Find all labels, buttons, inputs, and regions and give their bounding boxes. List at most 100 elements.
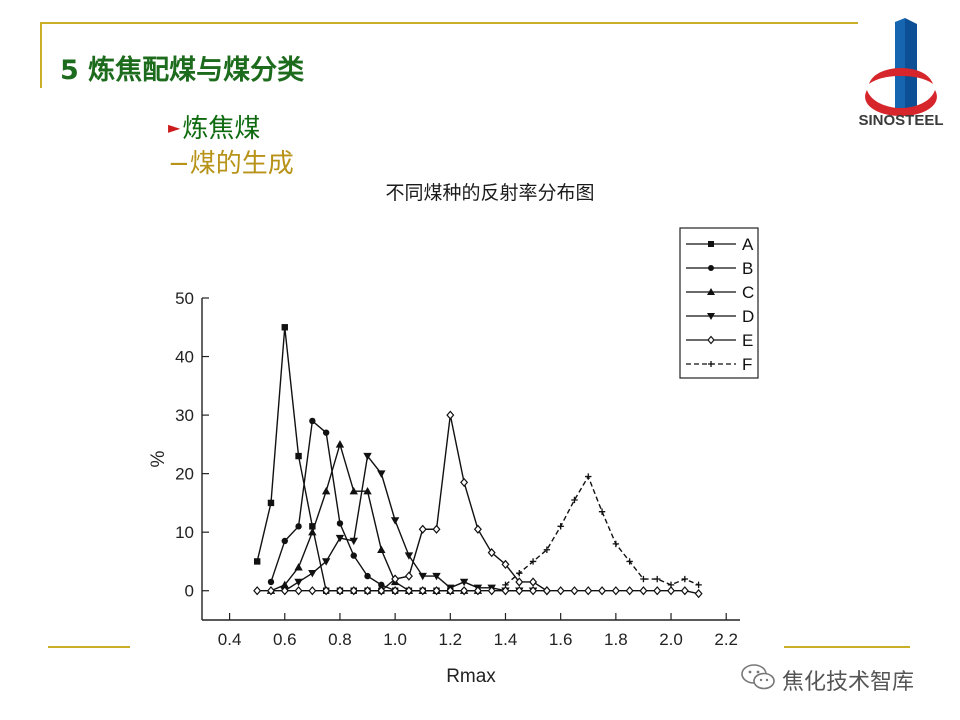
series-point-baseline <box>598 586 607 596</box>
slide-title: 5 炼焦配煤与煤分类 <box>60 55 305 86</box>
series-point-f <box>529 558 537 565</box>
series-point-d <box>294 578 303 587</box>
series-point-c <box>280 580 289 589</box>
series-point-b <box>322 429 330 436</box>
series-point-f <box>557 523 564 530</box>
series-line-a <box>256 327 451 592</box>
legend-marker-d <box>707 313 715 320</box>
series-point-baseline <box>639 586 648 596</box>
series-point-d <box>363 452 372 461</box>
left-gold-rule <box>40 22 42 88</box>
sinosteel-logo <box>865 18 937 116</box>
series-point-a <box>281 324 288 331</box>
bottom-left-gold-rule <box>48 646 130 648</box>
series-point-b <box>336 520 344 527</box>
series-point-d <box>390 517 400 525</box>
series-point-b <box>295 523 302 530</box>
series-point-baseline <box>391 586 400 596</box>
series-point-d <box>459 578 469 587</box>
series-point-baseline <box>570 586 579 596</box>
x-tick-label: 1.4 <box>494 630 518 649</box>
series-point-baseline <box>556 586 565 596</box>
legend-label-c: C <box>742 283 754 302</box>
series-point-f <box>681 575 689 583</box>
logo-text: SINOSTEEL <box>858 112 944 129</box>
series-point-c <box>294 563 303 571</box>
x-tick-label: 0.6 <box>273 630 297 649</box>
series-point-a <box>267 499 275 507</box>
series-point-f <box>598 508 606 515</box>
series-point-baseline <box>308 586 317 596</box>
y-tick-label: 40 <box>175 348 194 367</box>
legend-marker-c <box>707 288 715 295</box>
series-point-d <box>432 572 441 581</box>
series-point-baseline <box>404 586 413 596</box>
series-point-baseline <box>611 586 620 596</box>
legend-marker-b <box>708 265 714 271</box>
series-point-f <box>585 473 592 480</box>
series-point-baseline <box>501 586 510 596</box>
x-tick-label: 1.2 <box>438 630 462 649</box>
series-point-baseline <box>473 586 482 596</box>
series-point-d <box>321 558 331 566</box>
series-point-e <box>432 524 441 534</box>
series-point-f <box>640 575 647 583</box>
wechat-icon <box>741 664 775 690</box>
series-point-e <box>501 559 510 569</box>
series-point-c <box>349 487 358 495</box>
series-point-d <box>349 537 358 546</box>
series-point-d <box>404 552 414 560</box>
series-point-baseline <box>515 586 524 596</box>
series-point-baseline <box>294 586 303 596</box>
x-axis-label: Rmax <box>446 666 496 687</box>
series-point-baseline <box>418 586 427 596</box>
series-point-f <box>543 546 551 553</box>
series-point-baseline <box>667 586 676 596</box>
series-point-c <box>363 487 372 495</box>
legend-label-a: A <box>742 235 754 254</box>
series-point-e <box>515 577 524 587</box>
bottom-right-gold-rule <box>784 646 910 648</box>
legend-label-b: B <box>742 259 753 278</box>
x-tick-label: 1.8 <box>604 630 628 649</box>
series-point-baseline <box>377 586 386 596</box>
series-point-b <box>350 552 357 559</box>
top-gold-rule <box>40 22 858 24</box>
legend-marker-a <box>708 241 714 247</box>
chart-title: 不同煤种的反射率分布图 <box>385 182 595 204</box>
x-tick-label: 2.0 <box>659 630 683 649</box>
series-point-baseline <box>460 586 469 596</box>
watermark-text: 焦化技术智库 <box>782 670 915 695</box>
series-point-f <box>626 558 633 565</box>
series-point-baseline <box>363 586 372 596</box>
x-tick-label: 2.2 <box>714 630 738 649</box>
series-point-e <box>460 477 469 488</box>
x-tick-label: 1.0 <box>383 630 407 649</box>
legend-marker-e <box>707 335 715 345</box>
legend-marker-f <box>708 361 714 367</box>
series-point-f <box>571 496 578 504</box>
bullet-coking-coal: ►炼焦煤 <box>168 108 260 145</box>
series-point-baseline <box>487 586 496 596</box>
series-point-c <box>377 545 386 553</box>
series-point-baseline <box>253 586 262 596</box>
series-point-baseline <box>584 586 593 596</box>
series-point-b <box>281 537 288 545</box>
series-point-c <box>321 487 331 495</box>
legend-label-f: F <box>742 355 752 374</box>
series-point-a <box>309 523 316 530</box>
series-point-b <box>267 578 275 586</box>
reflectance-distribution-chart: 0 10 20 30 40 50 0.4 0.6 0.8 1.0 1.2 1.4 1.6 1.8 2.0 2.… <box>148 227 759 687</box>
series-point-baseline <box>349 586 358 596</box>
series-point-e <box>473 524 482 534</box>
y-tick-label: 50 <box>175 289 194 308</box>
series-point-baseline <box>322 586 331 596</box>
y-axis-label: % <box>148 450 169 467</box>
series-point-e <box>487 548 496 558</box>
series-point-e <box>391 574 400 584</box>
x-tick-label: 0.4 <box>218 630 242 649</box>
series-point-baseline <box>680 586 689 596</box>
series-point-d <box>335 534 345 543</box>
series-point-f <box>612 540 620 548</box>
series-point-d <box>418 572 427 581</box>
